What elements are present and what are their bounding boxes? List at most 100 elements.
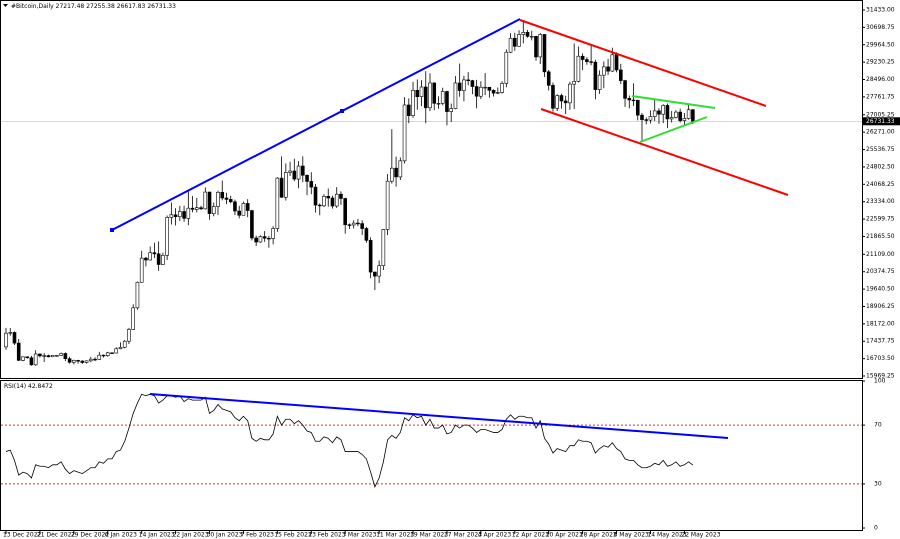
- candle-body: [364, 228, 369, 241]
- rsi-line: [5, 393, 694, 488]
- candle-body: [691, 109, 695, 122]
- trend-handle: [110, 228, 114, 232]
- candle-body: [89, 358, 93, 362]
- rsi-name: RSI(14): [4, 383, 26, 390]
- candle-body: [131, 307, 135, 330]
- x-tick-label: 22 May 2023: [681, 532, 720, 539]
- rsi-last: 42.8472: [28, 383, 53, 390]
- candle-body: [224, 197, 229, 200]
- candle-body: [84, 360, 89, 363]
- close: 26731.33: [147, 3, 176, 10]
- candle-body: [288, 170, 292, 173]
- candle-body: [237, 210, 241, 216]
- candle-body: [211, 206, 216, 214]
- candle-body: [105, 352, 110, 356]
- candle-body: [8, 332, 13, 334]
- candle-body: [326, 196, 331, 199]
- candle-body: [4, 332, 8, 348]
- candle-body: [623, 80, 627, 99]
- candle-body: [631, 99, 636, 102]
- candle-body: [300, 165, 305, 176]
- x-tick-label: 14 May 2023: [647, 532, 686, 539]
- candle-body: [339, 193, 343, 199]
- candle-body: [29, 357, 34, 366]
- candle-body: [496, 92, 500, 94]
- candle-body: [152, 252, 157, 255]
- x-tick-label: 14 Jan 2023: [139, 532, 175, 539]
- x-tick-label: 12 Apr 2023: [512, 532, 549, 539]
- candle-body: [127, 329, 131, 342]
- candle-body: [610, 54, 615, 72]
- candle-body: [457, 82, 462, 91]
- candle-body: [453, 82, 458, 109]
- open: 27217.48: [56, 3, 85, 10]
- candle-body: [614, 54, 619, 71]
- candle-body: [576, 55, 581, 82]
- candle-body: [330, 197, 335, 207]
- marks: 31433.00 30698.75 29964.50 29230.25 28496.00…: [1, 7, 900, 539]
- y-tick-label: 17437.75: [866, 338, 895, 345]
- x-tick-label: 6 May 2023: [614, 532, 649, 539]
- y-tick-label: 18172.00: [866, 320, 895, 327]
- candle-body: [347, 224, 352, 226]
- candle-body: [67, 358, 72, 363]
- y-tick-label: 24068.25: [866, 181, 895, 188]
- rsi-header: RSI(14) 42.8472: [4, 383, 53, 390]
- x-tick-label: 4 Apr 2023: [478, 532, 511, 539]
- candle-body: [254, 237, 258, 243]
- collapse-icon: [3, 4, 8, 7]
- y-tick-label: 31433.00: [866, 7, 895, 14]
- x-tick-label: 27 Mar 2023: [444, 532, 482, 539]
- candle-body: [377, 265, 381, 277]
- candle-body: [122, 340, 127, 348]
- candle-body: [220, 192, 225, 199]
- candle-body: [572, 81, 576, 85]
- candle-body: [97, 354, 102, 360]
- candle-body: [661, 105, 666, 115]
- x-tick-label: 13 Dec 2022: [3, 532, 42, 539]
- rsi-tick-label: 0: [874, 525, 878, 532]
- candle-body: [589, 61, 593, 63]
- candle-body: [644, 119, 649, 121]
- candle-body: [228, 199, 233, 203]
- candle-body: [80, 360, 85, 363]
- candle-body: [351, 222, 356, 226]
- x-tick-label: 15 Feb 2023: [274, 532, 312, 539]
- candle-body: [144, 257, 148, 261]
- high: 27255.38: [86, 3, 115, 10]
- x-tick-label: 6 Jan 2023: [105, 532, 137, 539]
- candle-body: [343, 198, 348, 226]
- candle-body: [148, 252, 152, 261]
- candle-body: [381, 229, 386, 266]
- candle-body: [178, 211, 182, 217]
- candle-body: [169, 214, 174, 218]
- candle-body: [292, 170, 297, 180]
- y-tick-label: 22599.75: [866, 216, 895, 223]
- rsi-trend-line: [149, 393, 729, 439]
- candle-body: [580, 55, 585, 60]
- y-tick-label: 25536.75: [866, 146, 895, 153]
- candle-body: [173, 214, 178, 217]
- candle-body: [674, 111, 678, 118]
- y-tick-label: 29230.25: [866, 59, 895, 66]
- y-tick-label: 28496.00: [866, 76, 895, 83]
- candle-body: [63, 353, 68, 360]
- x-tick-label: 28 Apr 2023: [580, 532, 617, 539]
- y-tick-label: 21109.00: [866, 251, 895, 258]
- candle-body: [199, 207, 203, 210]
- candle-body: [296, 165, 301, 180]
- channel-lower: [540, 108, 789, 196]
- candle-body: [669, 117, 674, 120]
- x-tick-label: 7 Feb 2023: [240, 532, 274, 539]
- candle-body: [16, 342, 21, 361]
- candle-body: [356, 222, 360, 225]
- y-tick-label: 27761.75: [866, 93, 895, 100]
- candle-body: [534, 36, 538, 58]
- x-tick-label: 3 Mar 2023: [342, 532, 376, 539]
- candle-body: [406, 104, 411, 116]
- y-tick-label: 21865.50: [866, 233, 895, 240]
- candle-body: [241, 203, 246, 216]
- trend-handle: [340, 109, 344, 113]
